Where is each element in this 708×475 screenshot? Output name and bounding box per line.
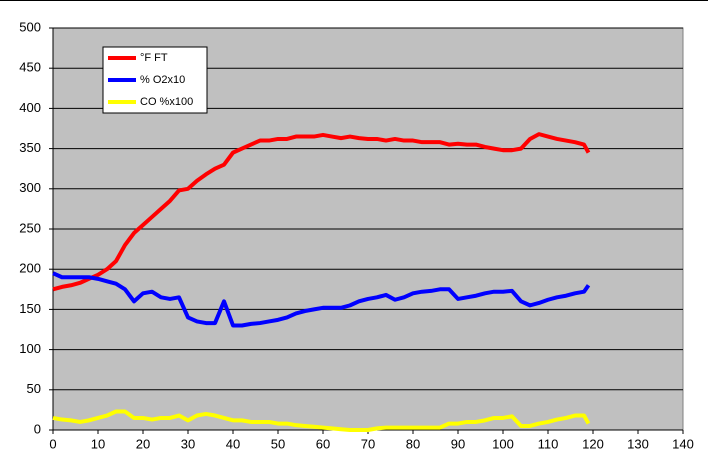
x-tick-label: 0 xyxy=(49,436,56,451)
x-tick-label: 20 xyxy=(136,436,150,451)
x-tick-label: 70 xyxy=(361,436,375,451)
x-tick-label: 90 xyxy=(451,436,465,451)
x-tick-label: 100 xyxy=(492,436,514,451)
y-tick-label: 50 xyxy=(27,381,41,396)
y-tick-label: 100 xyxy=(19,341,41,356)
x-tick-label: 40 xyxy=(226,436,240,451)
x-tick-label: 30 xyxy=(181,436,195,451)
legend: °F FT % O2x10 CO %x100 xyxy=(102,46,208,114)
y-tick-label: 0 xyxy=(34,421,41,436)
y-tick-label: 500 xyxy=(19,19,41,34)
x-tick-label: 110 xyxy=(538,436,559,451)
x-tick-label: 60 xyxy=(316,436,330,451)
series-line xyxy=(52,132,591,292)
y-tick-label: 300 xyxy=(19,180,41,195)
x-tick-label: 130 xyxy=(627,436,649,451)
x-tick-label: 140 xyxy=(672,436,694,451)
y-tick-label: 250 xyxy=(19,220,41,235)
y-tick-label: 150 xyxy=(19,301,41,316)
x-tick-label: 80 xyxy=(406,436,420,451)
y-tick-label: 400 xyxy=(19,100,41,115)
legend-label: CO %x100 xyxy=(140,96,193,108)
y-tick-label: 200 xyxy=(19,261,41,276)
series-line xyxy=(52,409,591,432)
x-tick-label: 10 xyxy=(91,436,105,451)
x-tick-label: 120 xyxy=(582,436,604,451)
legend-label: °F FT xyxy=(140,52,168,64)
legend-label: % O2x10 xyxy=(140,74,185,86)
series-line xyxy=(52,271,591,328)
y-tick-label: 350 xyxy=(19,140,41,155)
x-tick-label: 50 xyxy=(271,436,285,451)
y-tick-label: 450 xyxy=(19,60,41,75)
